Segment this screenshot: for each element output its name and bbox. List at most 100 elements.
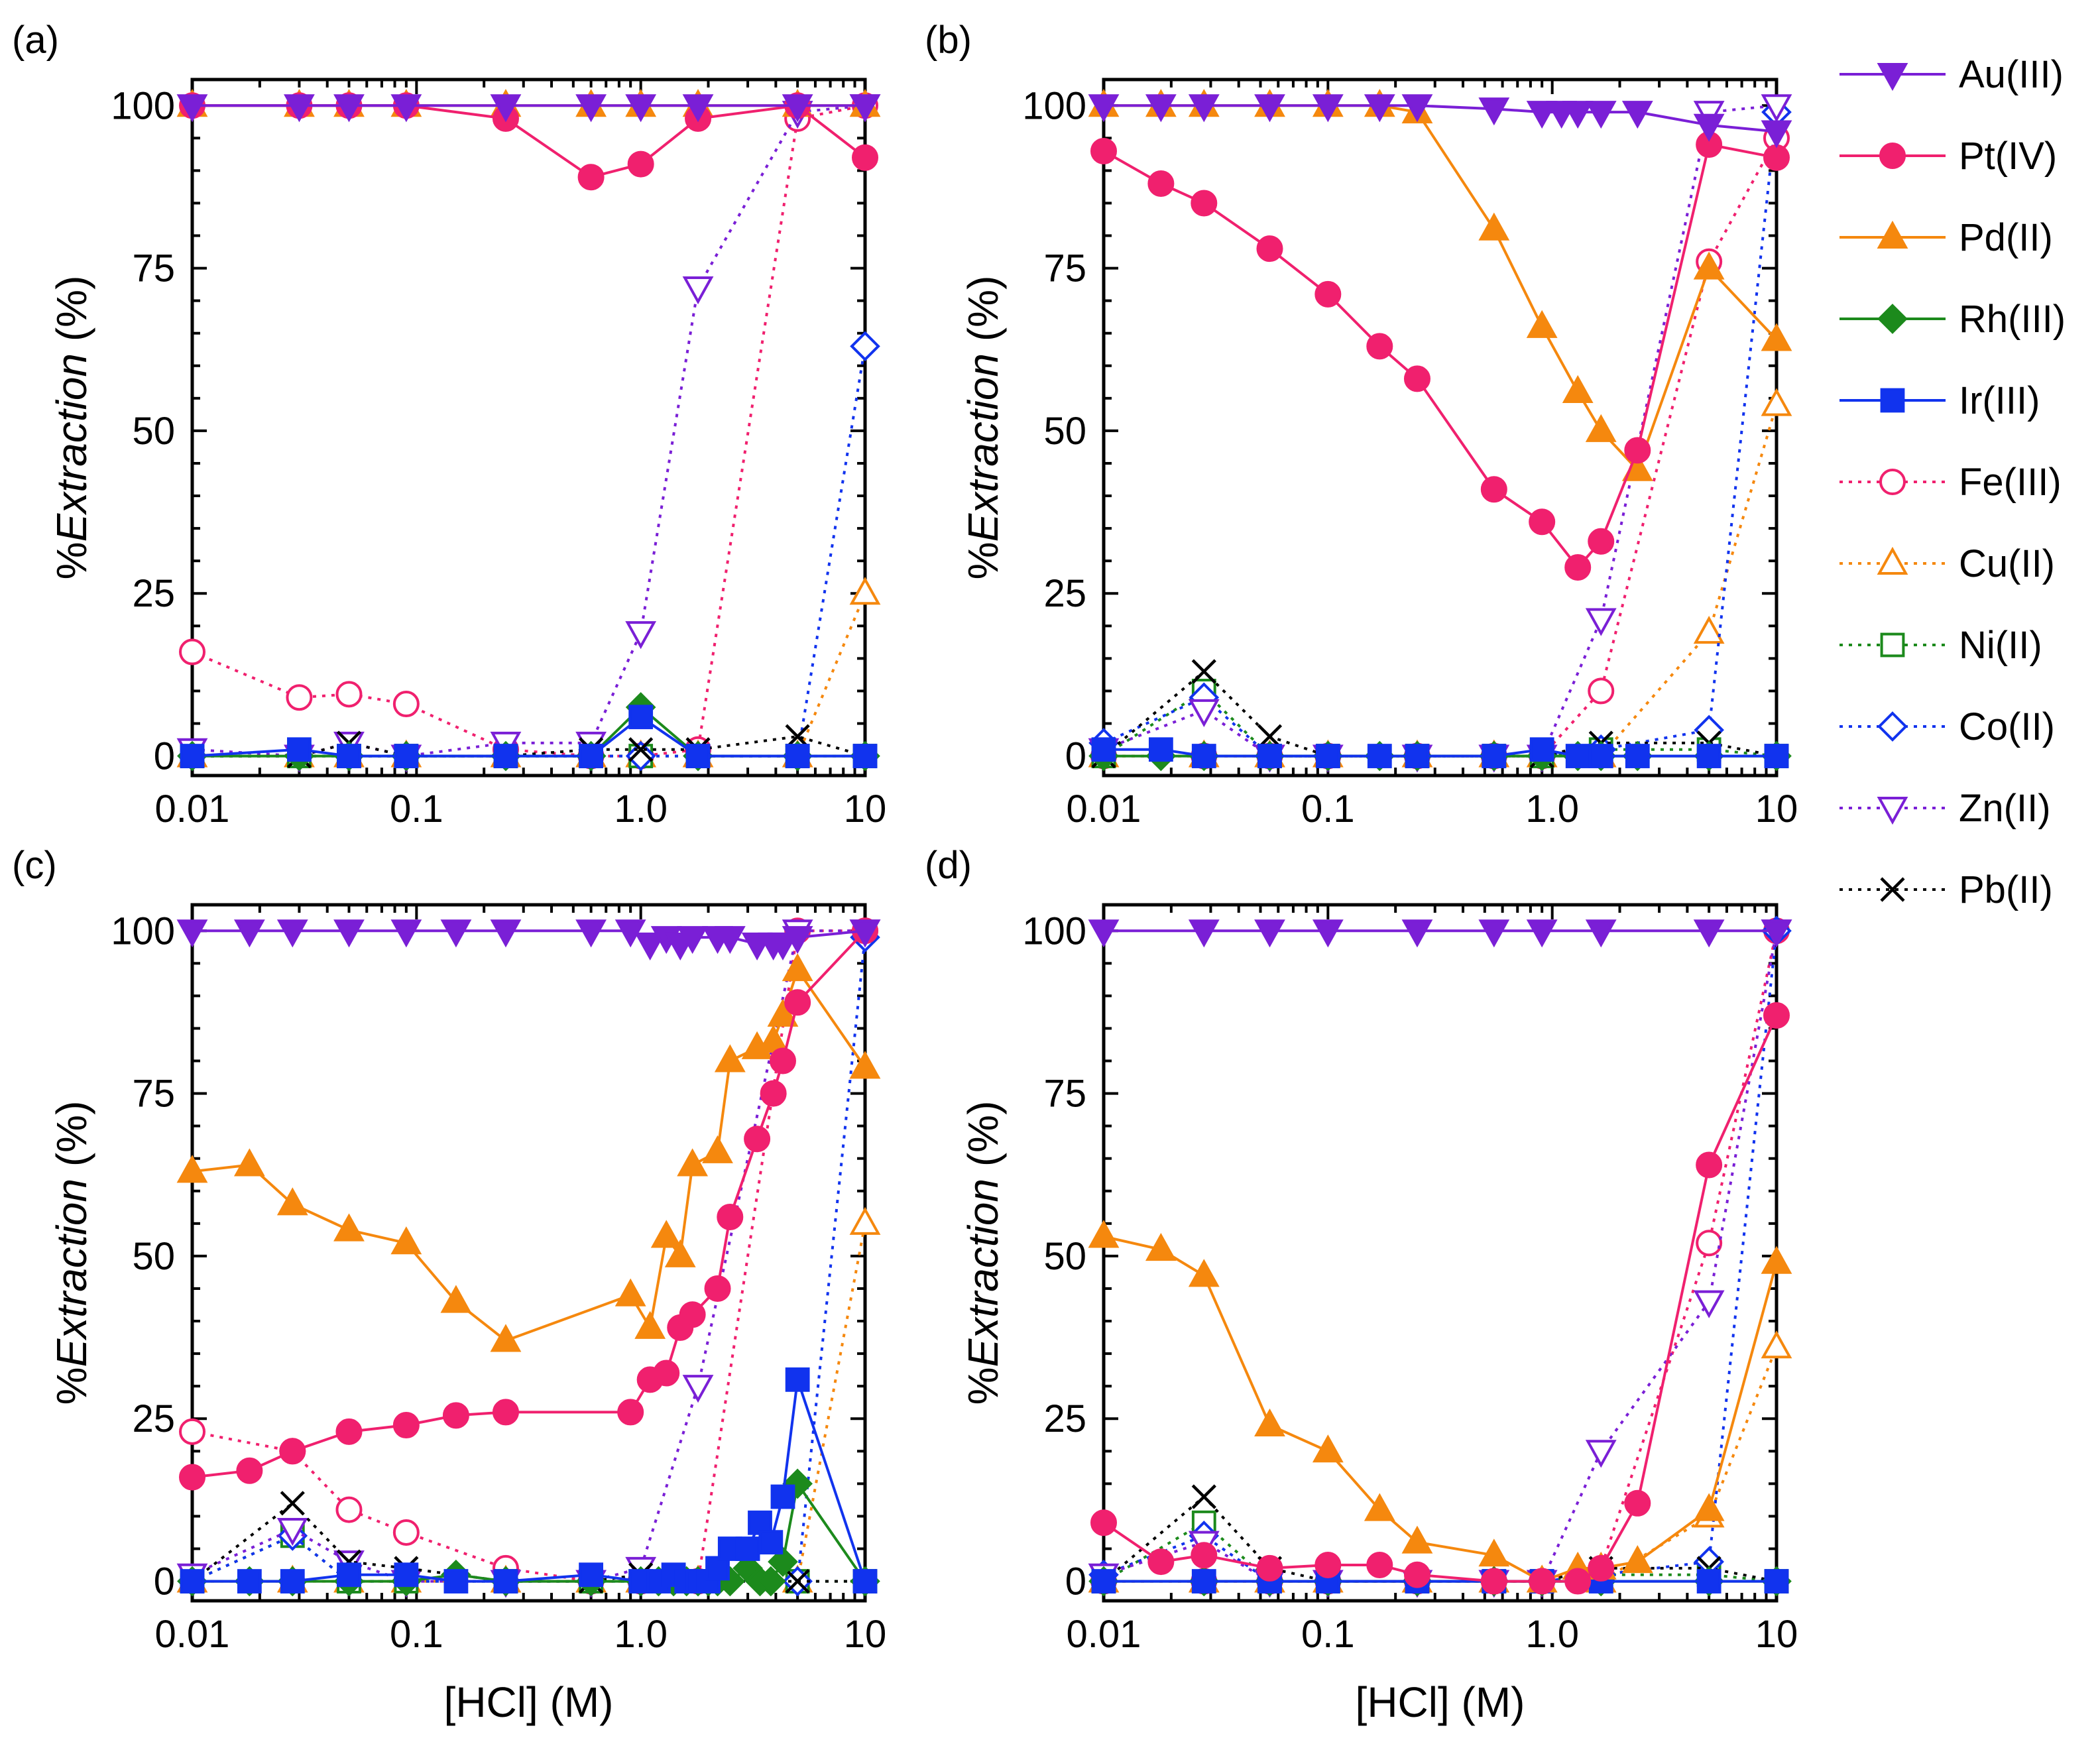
series-feiii <box>179 92 878 770</box>
data-point <box>653 1360 680 1387</box>
panel-label: (a) <box>12 19 59 62</box>
data-point <box>852 744 878 768</box>
data-point <box>1625 744 1650 768</box>
data-point <box>1188 1259 1220 1287</box>
data-point <box>1696 744 1721 768</box>
x-tick-label: 10 <box>844 787 887 831</box>
legend-label: Fe(III) <box>1959 461 2062 504</box>
x-tick-label: 1.0 <box>1525 787 1579 831</box>
data-point <box>1764 1569 1789 1593</box>
series-iriii <box>1091 737 1789 768</box>
data-point <box>1526 919 1558 948</box>
series-pdii <box>176 953 881 1352</box>
data-point <box>492 1399 519 1426</box>
data-point <box>628 705 654 730</box>
data-point <box>236 1457 263 1484</box>
data-point <box>1585 101 1617 129</box>
data-point <box>682 94 714 123</box>
data-point <box>335 681 363 708</box>
data-point <box>392 691 420 718</box>
series-pdii <box>176 89 881 117</box>
data-point <box>755 1566 786 1597</box>
data-point <box>335 1418 363 1445</box>
data-point <box>1529 1568 1556 1595</box>
data-point <box>1366 333 1393 360</box>
data-point <box>493 1569 518 1593</box>
data-point <box>1148 737 1173 762</box>
data-point <box>1191 1484 1216 1509</box>
data-point <box>1763 1002 1790 1029</box>
x-tick-label: 0.1 <box>390 1613 443 1656</box>
data-point <box>768 1546 798 1577</box>
y-axis-label: %Extraction (%) <box>959 276 1007 580</box>
data-point <box>394 744 419 768</box>
data-point <box>634 932 666 960</box>
data-point <box>1188 94 1220 123</box>
data-point <box>1314 1552 1342 1579</box>
data-point <box>579 744 604 768</box>
y-tick-label: 25 <box>1043 1397 1086 1440</box>
data-point <box>279 1438 306 1465</box>
x-tick-label: 0.1 <box>390 787 443 831</box>
data-point <box>1478 919 1510 948</box>
data-point <box>577 164 605 191</box>
y-axis-label-italic: Extraction <box>959 1179 1007 1367</box>
series-line <box>1104 930 1778 1583</box>
data-point <box>849 94 881 123</box>
data-point <box>614 1278 646 1306</box>
y-axis-label-prefix: % <box>959 542 1007 579</box>
data-point <box>782 926 813 955</box>
y-tick-label: 25 <box>1043 572 1086 615</box>
y-tick-label: 75 <box>132 1072 175 1116</box>
y-axis-label-italic: Extraction <box>48 353 95 542</box>
legend-item-pdii: Pd(II) <box>1839 216 2053 259</box>
data-point <box>850 331 880 362</box>
data-point <box>490 919 522 948</box>
data-point <box>685 744 711 768</box>
data-point <box>1478 97 1510 126</box>
data-point <box>682 1375 714 1403</box>
legend-item-pbii: Pb(II) <box>1839 868 2053 911</box>
data-point <box>1761 94 1792 123</box>
data-point <box>284 94 315 123</box>
data-point <box>1562 375 1594 404</box>
data-point <box>1315 744 1340 768</box>
data-point <box>1254 919 1285 948</box>
series-line <box>192 937 866 1583</box>
data-point <box>176 919 208 948</box>
data-point <box>1191 659 1216 684</box>
y-tick-label: 75 <box>132 247 175 290</box>
data-point <box>1763 144 1790 171</box>
data-point <box>1564 553 1592 581</box>
data-point <box>180 744 205 768</box>
series-iriii <box>180 705 878 768</box>
x-tick-label: 0.01 <box>1067 787 1141 831</box>
data-point <box>625 740 656 772</box>
data-point <box>625 621 657 650</box>
legend-marker <box>1879 469 1906 495</box>
data-point <box>1761 120 1792 148</box>
series-line <box>192 929 865 1583</box>
data-point <box>849 1051 881 1079</box>
data-point <box>1562 101 1594 129</box>
y-tick-label: 100 <box>111 84 175 127</box>
y-axis-label-prefix: % <box>48 1367 95 1405</box>
plot-frame <box>1102 78 1779 778</box>
data-point <box>758 1024 789 1053</box>
data-point <box>1254 94 1285 123</box>
series-pdii <box>1088 89 1792 481</box>
data-point <box>1312 94 1344 123</box>
series-feiii <box>1090 125 1790 770</box>
legend-label: Pb(II) <box>1959 868 2053 911</box>
data-point <box>390 1226 422 1255</box>
x-axis-label: [HCl] (M) <box>444 1678 614 1726</box>
data-point <box>276 1518 308 1546</box>
data-point <box>677 926 709 955</box>
data-point <box>575 919 607 948</box>
data-point <box>390 919 422 948</box>
legend-marker <box>1877 711 1908 742</box>
data-point <box>717 1204 744 1231</box>
data-point <box>1191 1542 1218 1569</box>
data-point <box>1254 1408 1285 1437</box>
